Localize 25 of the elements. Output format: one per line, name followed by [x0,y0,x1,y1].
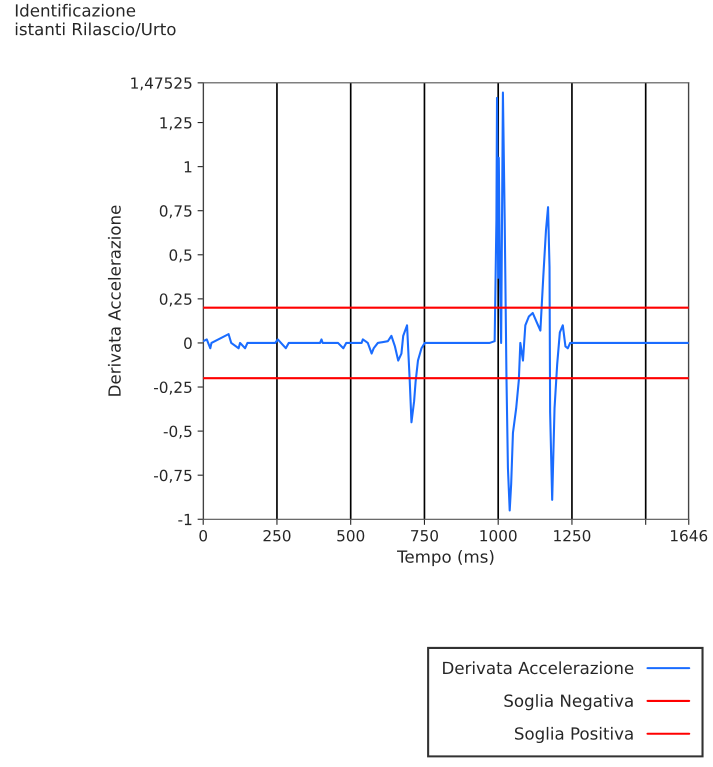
y-tick-label: -1 [178,514,192,526]
y-tick-label: 0,25 [160,293,192,306]
y-tick-label: -0,25 [154,381,192,395]
legend-label: Soglia Negativa [504,694,633,710]
y-tick-label: 0,75 [160,205,192,218]
y-tick-label: 1,25 [160,117,192,130]
x-tick-label: 250 [263,530,291,542]
x-axis-title: Tempo (ms) [397,550,494,566]
x-tick-label: 1250 [554,530,590,542]
y-tick-label: 1 [184,161,192,172]
legend-label: Derivata Accelerazione [443,661,634,674]
chart-title: Identificazione istanti Rilascio/Urto [16,4,176,37]
x-tick-label: 0 [199,530,208,542]
line-series [203,92,689,512]
y-tick-label: -0,5 [164,426,192,439]
y-tick-label: 0 [184,337,192,349]
x-tick-label: 500 [337,530,364,542]
x-tick-label: 1000 [480,530,517,542]
x-tick-label: 750 [411,530,438,542]
y-tick-label: 0,5 [170,249,192,262]
x-tick-label: 1646 [670,530,708,542]
y-tick-label: 1,47525 [131,77,192,90]
legend-label: Soglia Positiva [514,726,633,744]
y-tick-label: -0,75 [154,470,192,483]
y-axis-title: Derivata Accelerazione [108,206,121,396]
